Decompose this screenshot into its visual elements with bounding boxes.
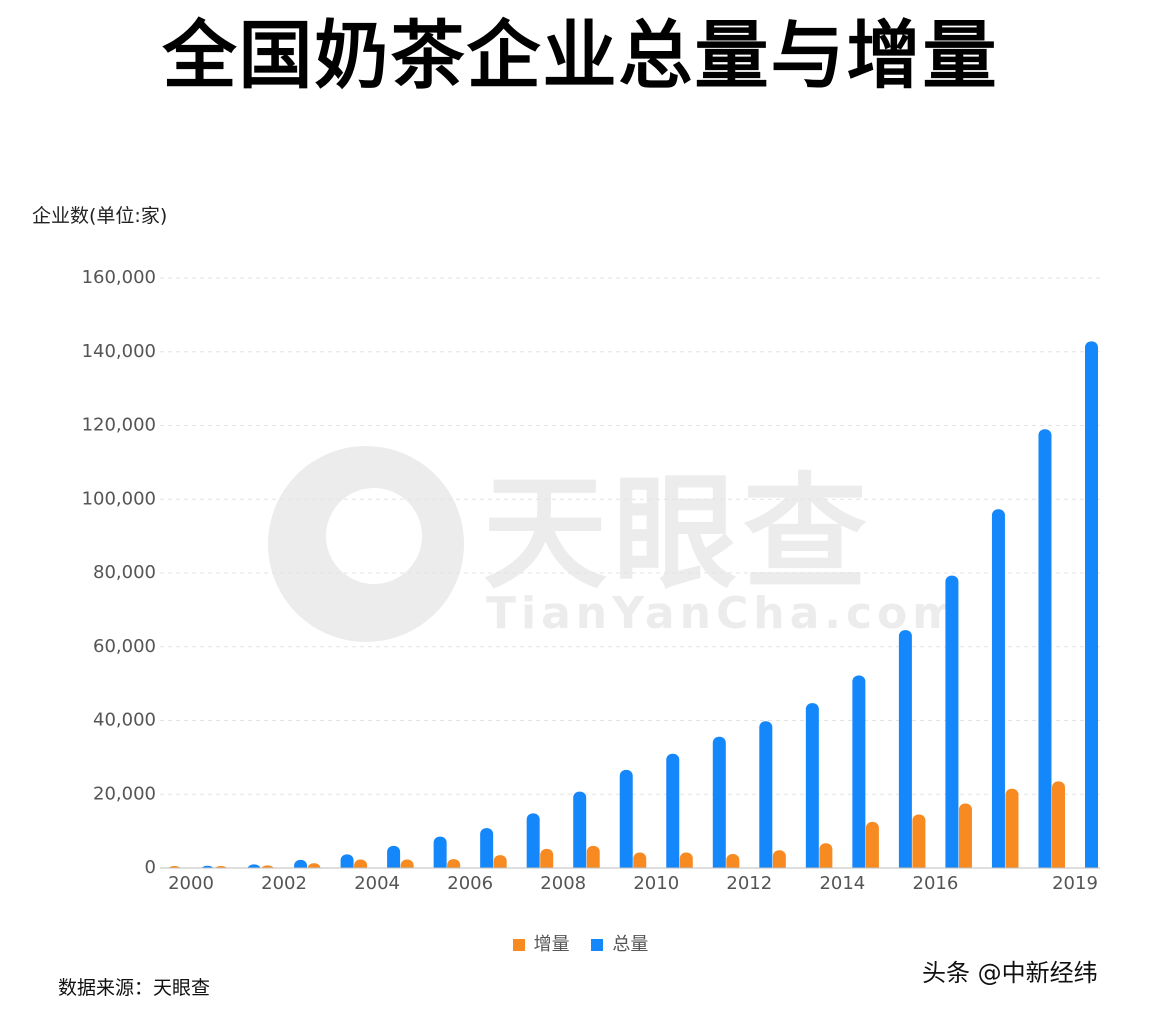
bar-increment-2019 — [1052, 781, 1065, 868]
bar-increment-2012 — [726, 853, 740, 868]
bar-total-2007 — [526, 813, 540, 868]
x-tick-label: 2014 — [819, 873, 865, 894]
bar-increment-2017 — [958, 803, 972, 868]
bar-total-2009 — [619, 769, 633, 868]
x-tick-label: 2000 — [168, 873, 214, 894]
legend-swatch-total — [591, 939, 604, 951]
bar-increment-2004 — [354, 859, 368, 868]
bar-increment-2014 — [819, 843, 833, 868]
legend-label-increment: 增量 — [533, 934, 570, 955]
bar-increment-2002 — [261, 865, 274, 868]
y-tick-label: 80,000 — [93, 562, 156, 583]
bar-increment-2010 — [633, 852, 647, 868]
bar-total-2015 — [898, 630, 912, 868]
y-tick-label: 160,000 — [82, 267, 156, 288]
x-tick-label: 2006 — [447, 873, 493, 894]
bar-increment-2005 — [400, 859, 414, 868]
data-source: 数据来源：天眼查 — [58, 977, 211, 999]
bar-increment-2008 — [540, 848, 554, 868]
bar-total-2002 — [294, 859, 308, 868]
x-tick-label: 2016 — [913, 873, 959, 894]
x-tick-label: 2012 — [726, 873, 772, 894]
chart-title: 全国奶茶企业总量与增量 — [162, 13, 999, 99]
bar-total-2008 — [573, 791, 587, 868]
bar-total-2012 — [759, 721, 773, 868]
bar-total-2003 — [340, 854, 354, 868]
publisher-credit: 头条 @中新经纬 — [922, 959, 1098, 987]
bar-total-2018 — [1038, 429, 1052, 868]
bar-total-2006 — [480, 828, 494, 868]
bar-increment-2015 — [865, 821, 879, 868]
y-tick-label: 100,000 — [82, 488, 156, 509]
bar-increment-2011 — [679, 852, 693, 868]
x-tick-label: 2008 — [540, 873, 586, 894]
bar-total-2019 — [1085, 341, 1098, 868]
y-tick-label: 140,000 — [82, 341, 156, 362]
legend-item-total[interactable]: 总量 — [591, 930, 648, 956]
bar-total-2010 — [666, 753, 680, 868]
bar-total-2016 — [945, 575, 959, 868]
legend-label-total: 总量 — [612, 934, 649, 955]
bar-increment-2013 — [772, 850, 786, 868]
bar-total-2004 — [387, 845, 401, 868]
y-tick-label: 60,000 — [93, 636, 156, 657]
bar-increment-2018 — [1005, 788, 1019, 868]
bar-total-2011 — [712, 736, 726, 868]
legend-swatch-increment — [512, 939, 525, 951]
y-tick-label: 0 — [145, 857, 156, 878]
bar-increment-2009 — [586, 845, 600, 868]
y-tick-label: 40,000 — [93, 710, 156, 731]
bar-increment-2006 — [447, 859, 461, 868]
bar-total-2001 — [247, 864, 261, 868]
bar-increment-2003 — [307, 863, 321, 868]
x-tick-label: 2004 — [354, 873, 400, 894]
grid-lines — [160, 277, 1100, 795]
legend: 增量 总量 — [0, 930, 1161, 956]
x-tick-labels: 2000 2002 2004 2006 2008 2010 2012 2014 2016 2019 — [168, 873, 1098, 894]
bar-total-2013 — [805, 703, 819, 868]
bar-increment-2016 — [912, 814, 926, 868]
bars — [168, 341, 1098, 868]
y-tick-labels: 0 20,000 40,000 60,000 80,000 100,000 120,000 1… — [82, 267, 156, 878]
bar-total-2017 — [991, 509, 1005, 868]
x-tick-label: 2002 — [261, 873, 307, 894]
bar-total-2000 — [201, 865, 214, 868]
bar-total-2014 — [852, 675, 866, 868]
y-axis-label: 企业数(单位:家) — [32, 205, 168, 227]
bar-total-2005 — [433, 836, 447, 868]
x-tick-label: 2010 — [633, 873, 679, 894]
bar-increment-2007 — [493, 855, 507, 868]
legend-item-increment[interactable]: 增量 — [512, 930, 570, 956]
bar-increment-2001 — [215, 866, 227, 868]
y-tick-label: 120,000 — [82, 415, 156, 436]
y-tick-label: 20,000 — [93, 783, 156, 804]
x-tick-label: 2019 — [1052, 873, 1098, 894]
